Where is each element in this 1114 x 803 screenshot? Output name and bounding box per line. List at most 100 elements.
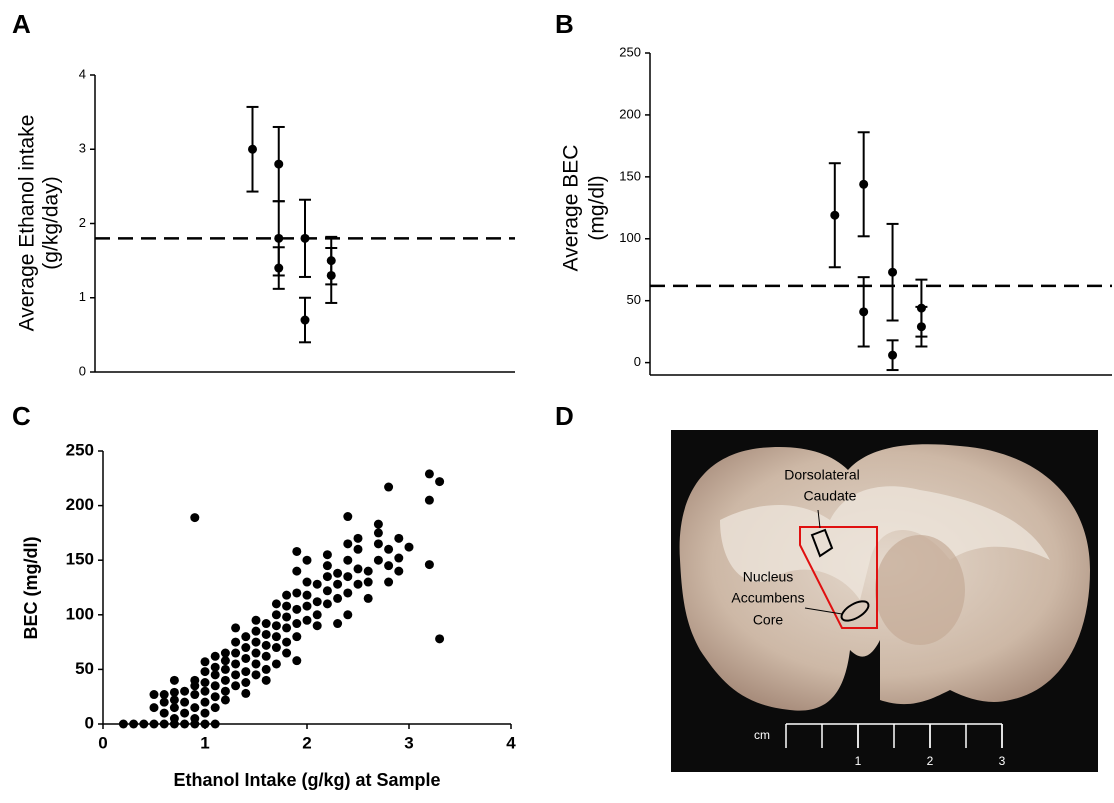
point (241, 667, 251, 677)
scale-label: 2 (927, 754, 934, 768)
point (353, 544, 363, 554)
brain-photo (671, 430, 1098, 772)
x-tick-label: 2 (302, 733, 311, 752)
point (159, 719, 169, 729)
point (248, 144, 257, 154)
point (435, 477, 445, 487)
point (282, 601, 292, 611)
point (169, 703, 179, 713)
point (169, 687, 179, 697)
point (241, 643, 251, 653)
point (200, 667, 210, 677)
point (282, 612, 292, 622)
point (282, 623, 292, 633)
point (282, 648, 292, 658)
point (210, 703, 220, 713)
x-tick-label: 0 (98, 733, 107, 752)
point (353, 564, 363, 574)
point (333, 619, 343, 629)
point (251, 670, 261, 680)
x-tick-label: 1 (200, 733, 209, 752)
point (200, 719, 210, 729)
point (343, 539, 353, 549)
y-axis-label: BEC (mg/dl) (21, 537, 41, 640)
point (251, 637, 261, 647)
point (261, 664, 271, 674)
point (241, 653, 251, 663)
point (231, 670, 241, 680)
point (118, 719, 128, 729)
point (312, 597, 322, 607)
point (210, 651, 220, 661)
point (271, 610, 281, 620)
point (373, 519, 383, 529)
y-axis-label: (mg/dl) (586, 175, 609, 240)
point (169, 675, 179, 685)
point (302, 615, 312, 625)
region-label: Accumbens (731, 590, 804, 606)
y-tick-label: 100 (66, 604, 94, 623)
y-tick-label: 0 (634, 354, 641, 369)
point (169, 695, 179, 705)
point (200, 708, 210, 718)
point (830, 210, 840, 220)
point (129, 719, 139, 729)
point (210, 670, 220, 680)
point (916, 322, 926, 332)
panel-label: A (12, 9, 31, 39)
point (384, 561, 394, 571)
point (200, 678, 210, 688)
y-tick-label: 50 (75, 659, 94, 678)
region-label: Dorsolateral (784, 467, 859, 483)
point (302, 555, 312, 565)
point (292, 546, 302, 556)
scale-label: 1 (855, 754, 862, 768)
point (159, 708, 169, 718)
point (312, 610, 322, 620)
point (322, 550, 332, 560)
point (343, 588, 353, 598)
region-label: Core (753, 612, 784, 628)
point (271, 599, 281, 609)
point (220, 664, 230, 674)
x-axis-label: Ethanol Intake (g/kg) at Sample (173, 770, 440, 790)
point (888, 267, 898, 277)
point (231, 637, 241, 647)
point (251, 659, 261, 669)
point (859, 307, 869, 317)
point (322, 561, 332, 571)
point (271, 621, 281, 631)
point (312, 579, 322, 589)
y-tick-label: 0 (85, 713, 94, 732)
point (394, 566, 404, 576)
point (274, 159, 284, 169)
panel-label: C (12, 401, 31, 431)
point (394, 533, 404, 543)
point (149, 690, 159, 700)
y-tick-label: 200 (619, 106, 641, 121)
point (261, 619, 271, 629)
point (302, 590, 312, 600)
point (220, 656, 230, 666)
point (220, 686, 230, 696)
point (190, 690, 200, 700)
point (292, 588, 302, 598)
point (241, 632, 251, 642)
point (274, 233, 284, 243)
point (159, 697, 169, 707)
point (384, 482, 394, 492)
point (404, 542, 414, 552)
point (149, 703, 159, 713)
point (292, 619, 302, 629)
point (333, 568, 343, 578)
point (271, 632, 281, 642)
y-tick-label: 150 (66, 550, 94, 569)
x-tick-label: 3 (404, 733, 413, 752)
point (169, 714, 179, 724)
point (210, 662, 220, 672)
point (322, 599, 332, 609)
point (292, 632, 302, 642)
point (292, 604, 302, 614)
point (322, 572, 332, 582)
